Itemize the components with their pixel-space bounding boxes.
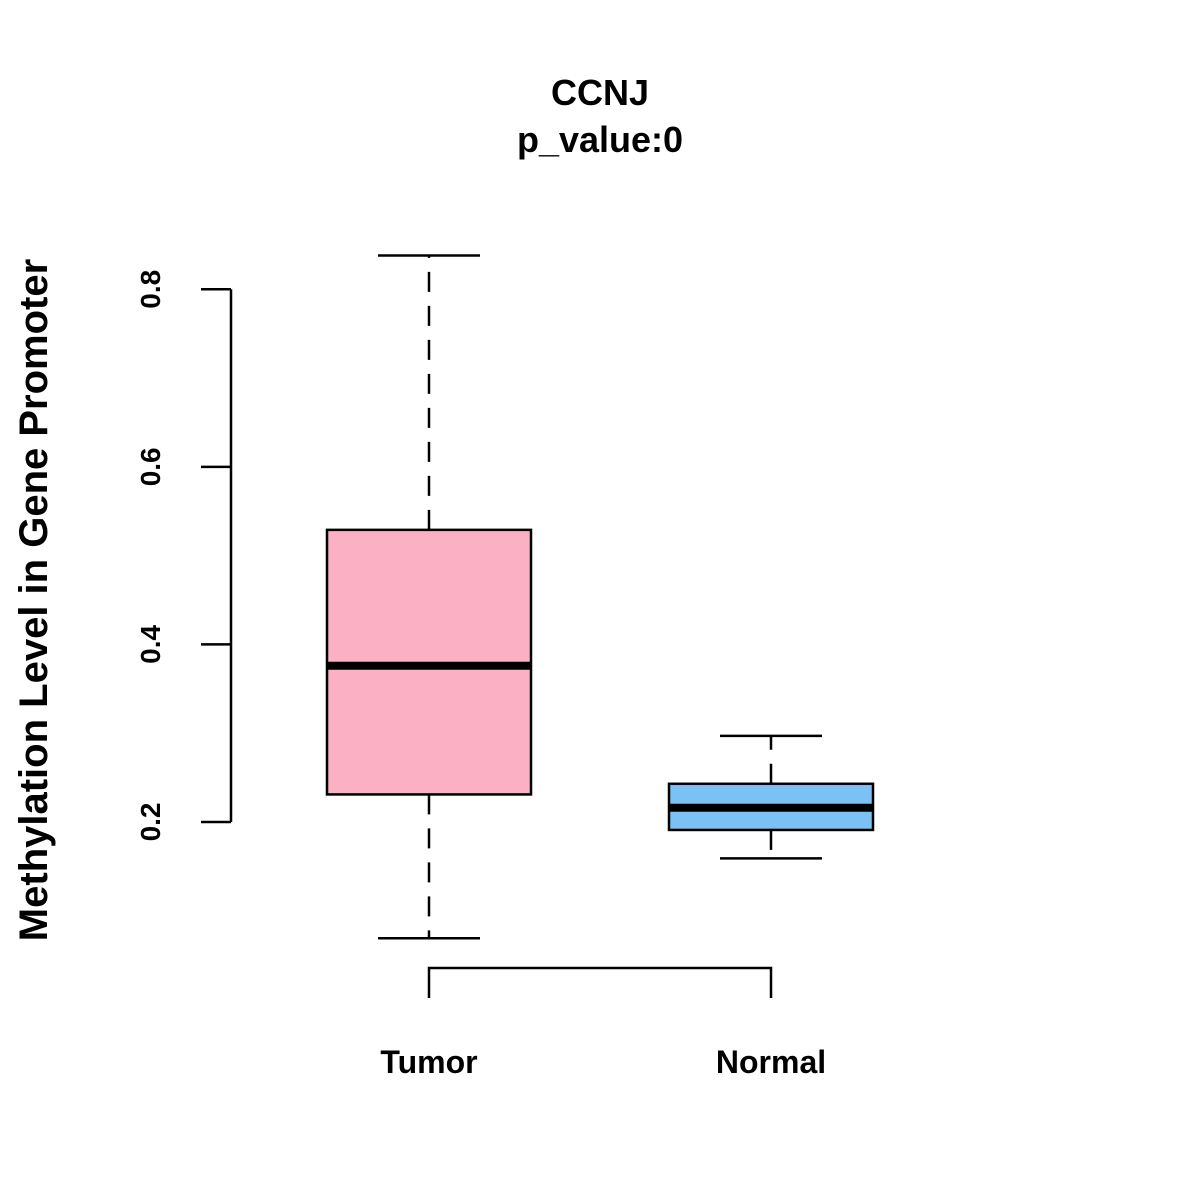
box-tumor: [325, 254, 533, 940]
box-normal: [667, 734, 875, 860]
y-tick-label: 0.6: [135, 447, 166, 486]
y-axis: 0.2 0.4 0.6 0.8: [135, 270, 233, 841]
chart-subtitle: p_value:0: [517, 119, 683, 160]
category-label-tumor: Tumor: [380, 1044, 477, 1080]
y-tick-label: 0.2: [135, 802, 166, 841]
comparison-bracket: [427, 966, 773, 998]
bracket-line: [427, 966, 773, 998]
box-group: [325, 254, 875, 940]
category-label-normal: Normal: [716, 1044, 826, 1080]
y-tick-label: 0.8: [135, 270, 166, 309]
category-labels: Tumor Normal: [380, 1044, 826, 1080]
y-tick-label: 0.4: [135, 625, 166, 664]
y-axis-label: Methylation Level in Gene Promoter: [12, 259, 56, 941]
chart-title: CCNJ: [551, 72, 649, 113]
